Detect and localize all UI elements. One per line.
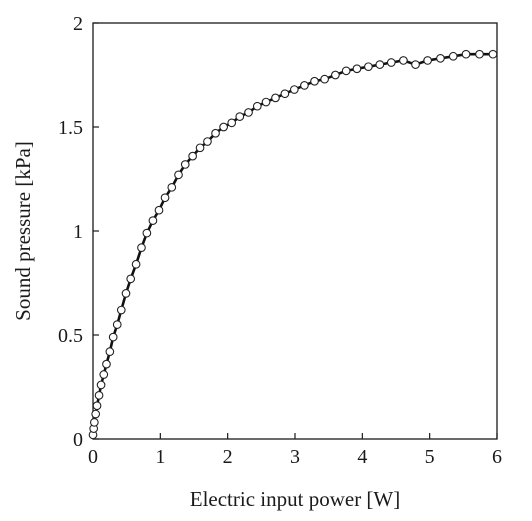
data-point xyxy=(180,160,190,169)
data-point xyxy=(320,74,329,84)
data-point xyxy=(475,49,484,59)
data-point xyxy=(488,49,498,59)
data-point xyxy=(112,320,122,329)
x-tick-label: 5 xyxy=(425,446,435,468)
data-point xyxy=(271,93,280,103)
data-point xyxy=(341,66,351,76)
data-point xyxy=(102,359,111,369)
data-point xyxy=(188,151,198,161)
data-point xyxy=(352,64,362,74)
data-point xyxy=(91,409,101,419)
data-point xyxy=(411,60,420,69)
data-point xyxy=(126,274,136,284)
data-point xyxy=(160,193,170,203)
data-point xyxy=(174,170,183,180)
x-tick-label: 4 xyxy=(357,446,367,468)
x-tick-label: 0 xyxy=(88,446,98,468)
data-point xyxy=(195,143,205,153)
fit-curve xyxy=(91,52,497,435)
data-point xyxy=(261,97,271,107)
data-point xyxy=(94,390,104,400)
data-point xyxy=(92,401,102,411)
data-point xyxy=(289,85,299,94)
data-point xyxy=(137,243,146,252)
data-points xyxy=(88,49,498,440)
x-tick-label: 1 xyxy=(155,446,165,468)
data-point xyxy=(142,228,152,238)
data-point xyxy=(148,216,158,225)
data-point xyxy=(310,76,319,86)
data-point xyxy=(280,89,290,99)
data-point xyxy=(154,205,164,215)
data-point xyxy=(108,332,118,342)
data-point xyxy=(436,54,445,63)
data-point xyxy=(386,58,396,67)
y-tick-label: 2 xyxy=(73,13,83,35)
data-point xyxy=(300,81,309,90)
x-tick-label: 2 xyxy=(223,446,233,468)
data-point xyxy=(105,347,115,356)
data-point xyxy=(219,122,228,132)
data-point xyxy=(423,56,432,65)
data-point xyxy=(89,418,99,427)
data-point xyxy=(252,101,262,111)
y-tick-label: 1 xyxy=(73,221,83,243)
data-point xyxy=(227,118,237,128)
data-point xyxy=(131,259,141,269)
y-axis-ticks: 0 0.5 1 1.5 2 xyxy=(58,13,99,451)
data-point xyxy=(244,108,253,117)
x-axis-ticks: 0 1 2 3 4 5 6 xyxy=(88,433,502,468)
data-point xyxy=(399,56,408,65)
y-tick-label: 0.5 xyxy=(58,325,83,347)
data-point xyxy=(167,182,177,192)
data-point xyxy=(448,51,458,61)
data-point xyxy=(211,128,220,138)
y-tick-label: 0 xyxy=(73,429,83,451)
data-point xyxy=(235,112,245,121)
data-point xyxy=(121,289,131,298)
x-tick-label: 3 xyxy=(290,446,300,468)
y-axis-title: Sound pressure [kPa] xyxy=(11,141,35,321)
data-point xyxy=(331,70,340,80)
data-point xyxy=(375,60,385,69)
x-tick-label: 6 xyxy=(492,446,502,468)
data-point xyxy=(461,49,471,59)
data-point xyxy=(203,137,212,146)
data-point xyxy=(116,305,126,315)
y-tick-label: 1.5 xyxy=(58,117,83,139)
x-axis-title: Electric input power [W] xyxy=(190,487,401,511)
data-point xyxy=(364,62,373,72)
data-point xyxy=(96,380,106,390)
data-point xyxy=(99,370,109,379)
